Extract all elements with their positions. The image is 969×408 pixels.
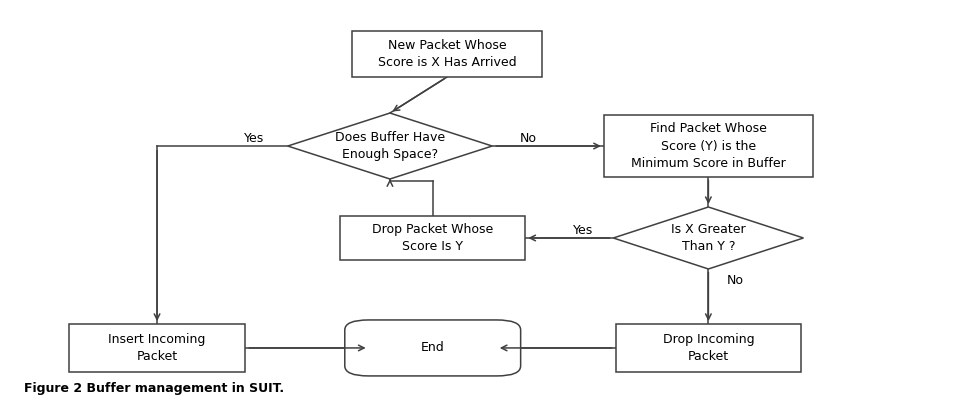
- FancyBboxPatch shape: [340, 216, 525, 260]
- Text: Does Buffer Have
Enough Space?: Does Buffer Have Enough Space?: [334, 131, 445, 161]
- Text: New Packet Whose
Score is X Has Arrived: New Packet Whose Score is X Has Arrived: [377, 39, 516, 69]
- FancyBboxPatch shape: [344, 320, 520, 376]
- Text: Find Packet Whose
Score (Y) is the
Minimum Score in Buffer: Find Packet Whose Score (Y) is the Minim…: [631, 122, 785, 170]
- FancyBboxPatch shape: [615, 324, 800, 372]
- Text: Insert Incoming
Packet: Insert Incoming Packet: [109, 333, 205, 363]
- Text: No: No: [519, 132, 536, 145]
- Text: Yes: Yes: [573, 224, 592, 237]
- Text: Figure 2 Buffer management in SUIT.: Figure 2 Buffer management in SUIT.: [24, 382, 284, 395]
- Text: Yes: Yes: [244, 132, 265, 145]
- Polygon shape: [288, 113, 491, 179]
- Text: Is X Greater
Than Y ?: Is X Greater Than Y ?: [671, 223, 745, 253]
- Text: No: No: [726, 274, 743, 287]
- Text: Drop Incoming
Packet: Drop Incoming Packet: [662, 333, 754, 363]
- Polygon shape: [612, 207, 802, 269]
- Text: End: End: [421, 341, 444, 355]
- FancyBboxPatch shape: [603, 115, 812, 177]
- FancyBboxPatch shape: [69, 324, 245, 372]
- Text: Drop Packet Whose
Score Is Y: Drop Packet Whose Score Is Y: [372, 223, 493, 253]
- FancyBboxPatch shape: [352, 31, 542, 77]
